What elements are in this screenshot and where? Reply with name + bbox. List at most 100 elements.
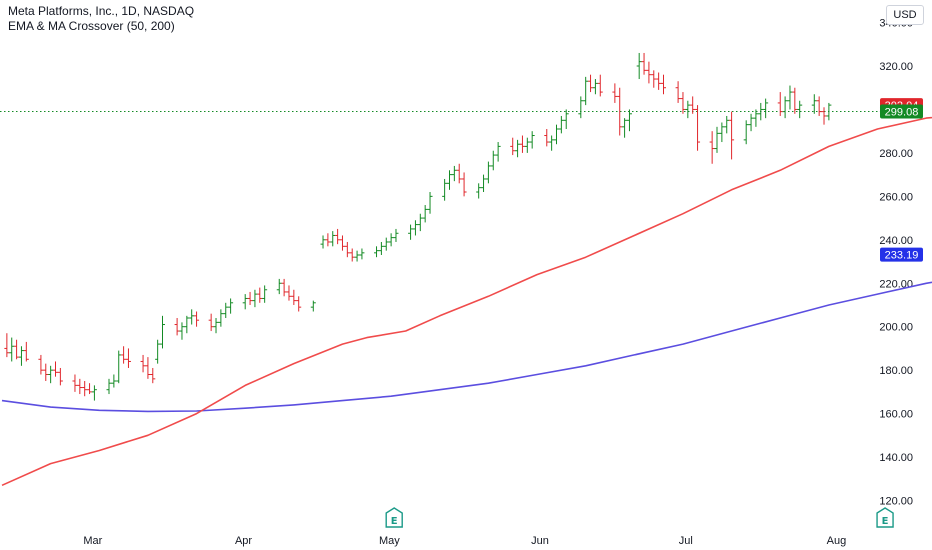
ohlc-bar xyxy=(476,183,482,199)
ohlc-bar xyxy=(612,83,618,103)
ma-price-tag-bg xyxy=(880,247,923,262)
ohlc-bar xyxy=(626,109,632,132)
price-tick-label: 180.00 xyxy=(879,365,913,377)
ohlc-bar xyxy=(325,233,331,247)
ohlc-bar xyxy=(179,322,185,340)
ohlc-bar xyxy=(427,192,433,214)
ohlc-bar xyxy=(320,235,326,249)
ohlc-bar xyxy=(291,289,297,305)
ohlc-bar xyxy=(218,309,224,327)
ohlc-bar xyxy=(588,74,594,93)
ohlc-bar xyxy=(23,341,29,362)
ohlc-bar xyxy=(743,120,749,145)
ohlc-bar xyxy=(145,357,151,379)
earnings-label: E xyxy=(882,516,889,527)
price-tick-label: 280.00 xyxy=(879,148,913,160)
last-price-tag: 299.08 xyxy=(880,104,923,119)
ohlc-bar xyxy=(792,87,798,114)
ohlc-bar xyxy=(330,231,336,247)
price-tick-label: 240.00 xyxy=(879,235,913,247)
price-tick-label: 140.00 xyxy=(879,452,913,464)
ohlc-bar xyxy=(9,337,15,362)
ohlc-bar xyxy=(719,122,725,143)
ohlc-bar xyxy=(811,94,817,114)
ohlc-bar xyxy=(529,131,535,149)
ohlc-bar xyxy=(174,318,180,336)
ohlc-bar xyxy=(641,52,647,75)
earnings-badge xyxy=(876,507,894,528)
ohlc-bar xyxy=(729,111,735,160)
ohlc-bar xyxy=(461,172,467,197)
ohlc-bar xyxy=(43,363,49,382)
event-markers[interactable]: EE⚡ xyxy=(385,507,932,528)
ohlc-bar xyxy=(53,361,59,377)
ohlc-bar xyxy=(578,96,584,119)
ohlc-bar xyxy=(262,285,268,303)
price-tick-label: 120.00 xyxy=(879,496,913,508)
ohlc-bar xyxy=(82,381,88,397)
ohlc-bar xyxy=(690,96,696,114)
time-tick-label: Jun xyxy=(531,535,549,547)
ohlc-bar xyxy=(544,129,550,147)
ma-price-tag-text: 233.19 xyxy=(885,250,919,262)
earnings-badge xyxy=(385,507,403,528)
ohlc-bar xyxy=(583,76,589,106)
indicator-legend[interactable]: EMA & MA Crossover (50, 200) xyxy=(8,19,175,33)
ohlc-bar xyxy=(758,102,764,121)
currency-button[interactable]: USD xyxy=(886,5,924,25)
price-tick-label: 220.00 xyxy=(879,278,913,290)
ohlc-bar xyxy=(77,378,83,395)
ohlc-bar xyxy=(111,374,117,388)
time-tick-label: Aug xyxy=(827,535,847,547)
ohlc-bar xyxy=(636,52,642,80)
price-tick-label: 200.00 xyxy=(879,322,913,334)
ohlc-bar xyxy=(106,378,112,395)
ohlc-bar xyxy=(481,174,487,193)
ohlc-bar xyxy=(116,350,122,384)
ohlc-bar xyxy=(495,142,501,162)
ohlc-bar xyxy=(417,213,423,232)
ohlc-bar xyxy=(48,365,54,384)
ohlc-bar xyxy=(344,241,350,258)
earnings-marker: E xyxy=(876,507,894,528)
ohlc-bar xyxy=(388,233,394,247)
ohlc-bars[interactable] xyxy=(4,52,832,401)
chart-title: Meta Platforms, Inc., 1D, NASDAQ xyxy=(8,4,195,18)
earnings-marker: E xyxy=(385,507,403,528)
ohlc-bar xyxy=(451,165,457,182)
ohlc-bar xyxy=(446,170,452,190)
ohlc-bar xyxy=(748,113,754,132)
ohlc-bar xyxy=(72,374,78,392)
ohlc-bar xyxy=(510,137,516,156)
ohlc-bar xyxy=(714,126,720,153)
ohlc-bar xyxy=(160,315,166,349)
ohlc-bar xyxy=(597,74,603,97)
ohlc-bar xyxy=(383,237,389,251)
ohlc-bar xyxy=(680,92,686,114)
ohlc-bar xyxy=(519,135,525,153)
ohlc-bar xyxy=(515,139,521,158)
ohlc-bar xyxy=(281,278,287,297)
ohlc-bar xyxy=(763,98,769,119)
ohlc-bar xyxy=(753,109,759,127)
ohlc-bar xyxy=(777,92,783,116)
ohlc-bar xyxy=(4,333,10,358)
ohlc-bar xyxy=(374,246,380,258)
ohlc-bar xyxy=(651,70,657,88)
time-tick-label: Jul xyxy=(679,535,693,547)
price-axis: 120.00 140.00 160.00 180.00 200.00 220.00 240.… xyxy=(879,18,913,508)
ohlc-bar xyxy=(442,178,448,201)
ohlc-bar xyxy=(456,163,462,184)
ohlc-bar xyxy=(709,131,715,164)
ohlc-bar xyxy=(393,228,399,242)
ma-price-tag: 233.19 xyxy=(880,247,923,262)
ohlc-bar xyxy=(675,81,681,103)
ohlc-bar xyxy=(378,241,384,256)
time-tick-label: Mar xyxy=(83,535,102,547)
ohlc-bar xyxy=(213,318,219,334)
ohlc-bar xyxy=(563,109,569,130)
ohlc-bar xyxy=(38,354,44,375)
ohlc-bar xyxy=(296,296,302,312)
